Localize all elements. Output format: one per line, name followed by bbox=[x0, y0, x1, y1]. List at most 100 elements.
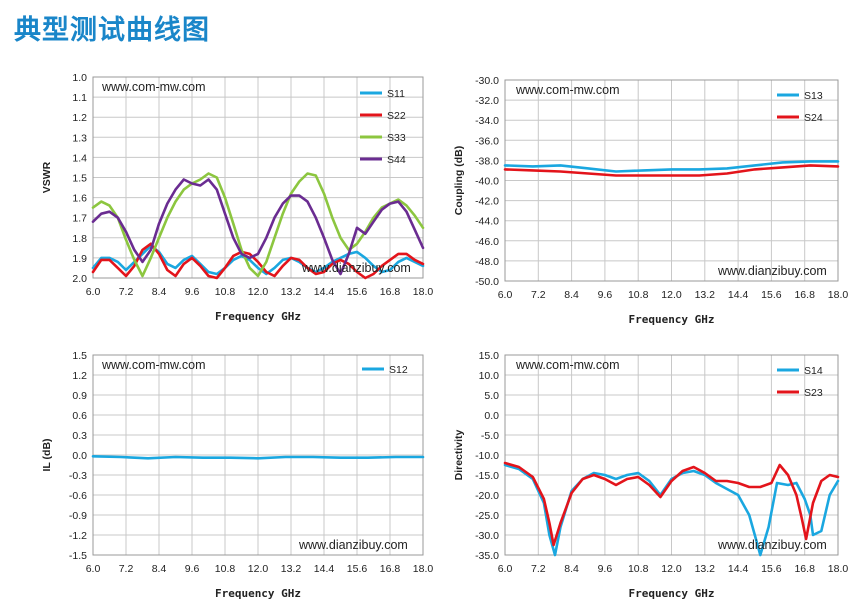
y-tick-label: 1.0 bbox=[72, 72, 87, 84]
y-tick-label: 15.0 bbox=[479, 350, 500, 362]
x-tick-label: 8.4 bbox=[152, 563, 167, 575]
y-tick-label: -25.0 bbox=[475, 510, 499, 522]
y-tick-label: 5.0 bbox=[484, 390, 499, 402]
y-axis-title: Coupling (dB) bbox=[453, 146, 465, 215]
y-tick-label: 10.0 bbox=[479, 370, 500, 382]
x-tick-label: 6.0 bbox=[86, 563, 101, 575]
x-tick-label: 10.8 bbox=[215, 563, 236, 575]
watermark-com-mw: www.com-mw.com bbox=[101, 80, 205, 94]
y-axis-title: Directivity bbox=[453, 429, 465, 480]
x-tick-label: 10.8 bbox=[628, 289, 649, 301]
series-line-s13 bbox=[503, 160, 840, 173]
y-tick-label: -34.0 bbox=[475, 115, 499, 127]
y-tick-label: -38.0 bbox=[475, 155, 499, 167]
series-line-s12 bbox=[91, 454, 425, 460]
x-tick-label: 7.2 bbox=[531, 563, 546, 575]
x-tick-label: 10.8 bbox=[628, 563, 649, 575]
y-tick-label: 1.5 bbox=[72, 350, 87, 362]
x-tick-label: 18.0 bbox=[828, 563, 849, 575]
x-tick-label: 7.2 bbox=[119, 563, 134, 575]
x-tick-label: 14.4 bbox=[314, 563, 335, 575]
x-tick-label: 9.6 bbox=[598, 289, 613, 301]
x-tick-label: 7.2 bbox=[531, 289, 546, 301]
x-tick-label: 14.4 bbox=[314, 286, 335, 298]
legend-label-s11: S11 bbox=[387, 88, 405, 100]
x-tick-label: 18.0 bbox=[828, 289, 849, 301]
y-tick-label: 1.5 bbox=[72, 173, 87, 185]
chart-coupling: 6.0 7.2 8.4 9.6 10.8 12.0 13.2 14.4 15.6 16.8 18.0… bbox=[453, 75, 848, 326]
plot-frame bbox=[504, 354, 839, 556]
y-tick-label: -46.0 bbox=[475, 236, 499, 248]
x-tick-label: 18.0 bbox=[413, 563, 434, 575]
chart-directivity: 6.0 7.2 8.4 9.6 10.8 12.0 13.2 14.4 15.6 16.8 18.0… bbox=[453, 350, 848, 600]
x-tick-label: 14.4 bbox=[728, 563, 749, 575]
y-tick-label: -0.6 bbox=[69, 490, 87, 502]
y-tick-label: 1.6 bbox=[72, 193, 87, 205]
watermark-com-mw: www.com-mw.com bbox=[515, 358, 619, 372]
x-tick-label: 12.0 bbox=[248, 563, 269, 575]
y-tick-label: -40.0 bbox=[475, 176, 499, 188]
y-tick-label: 1.2 bbox=[72, 112, 87, 124]
y-tick-label: 1.3 bbox=[72, 132, 87, 144]
x-tick-label: 8.4 bbox=[152, 286, 167, 298]
y-axis-title: VSWR bbox=[41, 161, 53, 193]
y-tick-label: 0.0 bbox=[72, 450, 87, 462]
x-tick-label: 6.0 bbox=[498, 563, 513, 575]
x-tick-label: 9.6 bbox=[185, 563, 200, 575]
y-tick-label: -36.0 bbox=[475, 135, 499, 147]
y-tick-label: 1.1 bbox=[72, 92, 87, 104]
x-axis-title: Frequency GHz bbox=[215, 310, 301, 323]
y-tick-label: -48.0 bbox=[475, 256, 499, 268]
y-tick-label: 1.7 bbox=[72, 213, 87, 225]
x-tick-label: 15.6 bbox=[347, 563, 368, 575]
series-line-s11 bbox=[91, 244, 425, 276]
y-tick-label: -42.0 bbox=[475, 196, 499, 208]
x-tick-label: 13.2 bbox=[281, 286, 302, 298]
watermark-com-mw: www.com-mw.com bbox=[515, 83, 619, 97]
y-tick-label: -1.2 bbox=[69, 530, 87, 542]
x-tick-label: 16.8 bbox=[380, 563, 401, 575]
x-axis-title: Frequency GHz bbox=[628, 313, 714, 326]
x-tick-label: 12.0 bbox=[661, 289, 682, 301]
watermark-dianzibuy: www.dianzibuy.com bbox=[717, 264, 827, 278]
y-tick-label: -1.5 bbox=[69, 550, 87, 562]
y-tick-label: 2.0 bbox=[72, 273, 87, 285]
x-tick-label: 6.0 bbox=[498, 289, 513, 301]
chart-vswr: 6.0 7.2 8.4 9.6 10.8 12.0 13.2 14.4 15.6 16.8 18.0… bbox=[41, 72, 433, 323]
y-tick-label: 0.9 bbox=[72, 390, 87, 402]
y-tick-label: -0.3 bbox=[69, 470, 87, 482]
series-line-s22 bbox=[91, 242, 425, 280]
watermark-dianzibuy: www.dianzibuy.com bbox=[717, 538, 827, 552]
series-line-s33 bbox=[91, 172, 425, 278]
y-tick-label: -5.0 bbox=[481, 430, 499, 442]
legend-label-s13: S13 bbox=[804, 90, 823, 102]
x-tick-label: 13.2 bbox=[281, 563, 302, 575]
x-tick-label: 8.4 bbox=[564, 289, 579, 301]
y-tick-label: -50.0 bbox=[475, 276, 499, 288]
page-title: 典型测试曲线图 bbox=[14, 15, 210, 46]
plot-frame bbox=[92, 76, 424, 279]
x-tick-label: 13.2 bbox=[695, 289, 716, 301]
x-tick-label: 13.2 bbox=[695, 563, 716, 575]
y-tick-label: 1.2 bbox=[72, 370, 87, 382]
x-tick-label: 12.0 bbox=[661, 563, 682, 575]
y-tick-label: -10.0 bbox=[475, 450, 499, 462]
y-tick-label: 1.8 bbox=[72, 233, 87, 245]
y-tick-label: -30.0 bbox=[475, 530, 499, 542]
x-tick-label: 16.8 bbox=[794, 289, 815, 301]
x-tick-label: 7.2 bbox=[119, 286, 134, 298]
x-tick-label: 6.0 bbox=[86, 286, 101, 298]
y-tick-label: -0.9 bbox=[69, 510, 87, 522]
x-tick-label: 10.8 bbox=[215, 286, 236, 298]
series-line-s24 bbox=[503, 164, 840, 177]
x-tick-label: 15.6 bbox=[347, 286, 368, 298]
watermark-dianzibuy: www.dianzibuy.com bbox=[301, 261, 411, 275]
x-tick-label: 8.4 bbox=[564, 563, 579, 575]
y-tick-label: -20.0 bbox=[475, 490, 499, 502]
y-tick-label: -35.0 bbox=[475, 550, 499, 562]
legend-label-s24: S24 bbox=[804, 112, 823, 124]
y-tick-label: 0.3 bbox=[72, 430, 87, 442]
y-tick-label: -15.0 bbox=[475, 470, 499, 482]
x-tick-label: 12.0 bbox=[248, 286, 269, 298]
